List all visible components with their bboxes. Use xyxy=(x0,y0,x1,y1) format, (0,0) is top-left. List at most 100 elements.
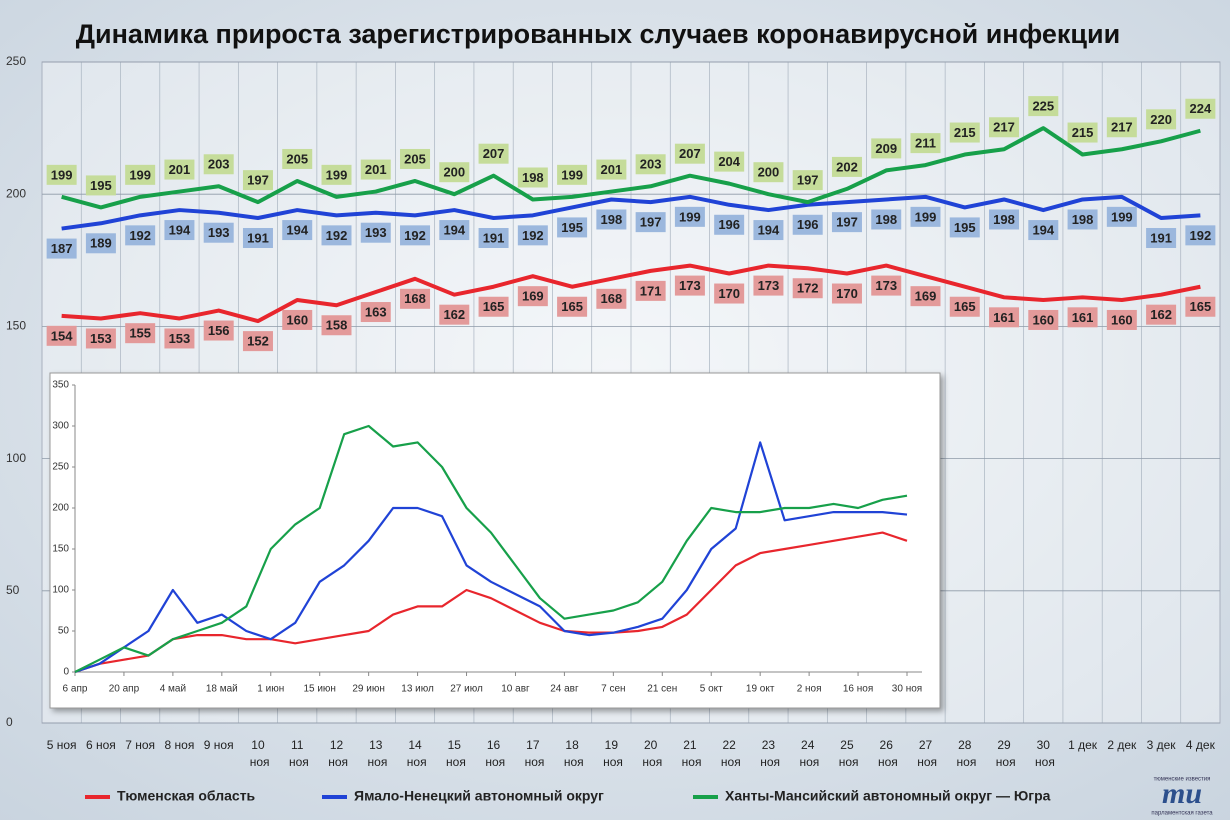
x-tick-label: 21 сен xyxy=(647,684,677,695)
x-tick-label: 2 ноя xyxy=(797,684,822,695)
data-label: 196 xyxy=(797,217,819,232)
data-label: 203 xyxy=(640,157,662,172)
data-label: 160 xyxy=(286,312,308,327)
data-label-box xyxy=(753,275,784,296)
legend-label: Ямало-Ненецкий автономный округ xyxy=(354,788,604,804)
data-label-box xyxy=(1185,296,1216,317)
data-label-box xyxy=(910,206,941,227)
data-label: 200 xyxy=(443,165,465,180)
x-tick-label: 16 ноя xyxy=(482,738,505,769)
data-label-box xyxy=(714,283,745,304)
x-tick-label: 30 ноя xyxy=(1032,738,1055,769)
series-line xyxy=(74,531,908,674)
data-label: 209 xyxy=(875,141,897,156)
data-label-box xyxy=(910,286,941,307)
x-tick-label: 10 ноя xyxy=(246,738,269,769)
data-label-box xyxy=(792,170,823,191)
data-label-box xyxy=(203,222,234,243)
data-label-box xyxy=(85,328,116,349)
data-label: 173 xyxy=(679,278,701,293)
data-label: 192 xyxy=(1190,228,1212,243)
data-label: 199 xyxy=(561,167,583,182)
data-label: 197 xyxy=(836,215,858,230)
data-label: 165 xyxy=(954,299,976,314)
x-tick-label: 19 ноя xyxy=(600,738,623,769)
data-label: 160 xyxy=(1032,312,1054,327)
data-label-box xyxy=(1028,220,1059,241)
data-label-box xyxy=(831,156,862,177)
data-label-box xyxy=(674,275,705,296)
data-label: 195 xyxy=(90,178,112,193)
chart-title: Динамика прироста зарегистрированных слу… xyxy=(76,19,1120,49)
logo-top: тюменские известия xyxy=(1154,777,1211,783)
data-label: 161 xyxy=(1072,310,1094,325)
data-label-box xyxy=(1067,307,1098,328)
legend-label: Тюменская область xyxy=(117,788,256,804)
data-label-box xyxy=(753,162,784,183)
x-tick-label: 29 июн xyxy=(352,684,385,695)
x-tick-label: 10 авг xyxy=(501,684,530,695)
data-label: 171 xyxy=(640,283,662,298)
data-label-box xyxy=(1106,206,1137,227)
data-label-box xyxy=(282,148,313,169)
x-tick-label: 29 ноя xyxy=(992,738,1015,769)
data-label-box xyxy=(439,162,470,183)
data-label-box xyxy=(1146,304,1177,325)
data-label: 163 xyxy=(365,304,387,319)
legend: Тюменская область Ямало-Ненецкий автономн… xyxy=(85,788,1051,804)
data-label-box xyxy=(871,138,902,159)
data-label-box xyxy=(792,214,823,235)
data-label: 165 xyxy=(561,299,583,314)
data-label: 191 xyxy=(247,230,269,245)
data-label: 162 xyxy=(1150,307,1172,322)
x-tick-label: 3 дек xyxy=(1147,738,1177,752)
data-label: 165 xyxy=(483,299,505,314)
data-label-box xyxy=(478,296,509,317)
data-label: 192 xyxy=(326,228,348,243)
data-label-box xyxy=(517,225,548,246)
data-label: 220 xyxy=(1150,112,1172,127)
data-label-box xyxy=(517,167,548,188)
inset-frame xyxy=(49,372,941,709)
x-tick-label: 20 апр xyxy=(109,684,140,695)
data-label-box xyxy=(321,315,352,336)
x-tick-label: 18 май xyxy=(206,684,238,695)
data-label-box xyxy=(1067,122,1098,143)
data-label-box xyxy=(517,286,548,307)
data-label-box xyxy=(478,227,509,248)
y-tick-label: 150 xyxy=(6,319,26,333)
data-label-box xyxy=(871,275,902,296)
data-label-box xyxy=(46,164,77,185)
data-label-box xyxy=(164,328,195,349)
data-label-box xyxy=(360,159,391,180)
series-line xyxy=(61,194,1201,231)
data-label: 201 xyxy=(601,162,623,177)
data-label-box xyxy=(792,278,823,299)
inset-plot: 0 50 100 150 200 250 300 350 6 апр 20 апр 4 май 18 … xyxy=(49,372,941,709)
series-line xyxy=(74,441,908,674)
y-tick-label: 50 xyxy=(6,583,20,597)
x-tick-label: 17 ноя xyxy=(521,738,544,769)
data-label-box xyxy=(949,217,980,238)
data-label-box xyxy=(989,307,1020,328)
data-label: 203 xyxy=(208,157,230,172)
x-tick-label: 21 ноя xyxy=(678,738,701,769)
data-label-box xyxy=(831,212,862,233)
data-label: 162 xyxy=(443,307,465,322)
x-tick-label: 27 июл xyxy=(450,684,483,695)
data-label: 160 xyxy=(1111,312,1133,327)
data-label-box xyxy=(910,133,941,154)
data-label-box xyxy=(164,220,195,241)
data-label-box xyxy=(1067,209,1098,230)
x-tick-label: 22 ноя xyxy=(718,738,741,769)
data-label: 201 xyxy=(169,162,191,177)
data-label-box xyxy=(989,209,1020,230)
x-tick-label: 8 ноя xyxy=(165,738,195,752)
logo-mark: ти xyxy=(1162,777,1202,810)
data-label: 194 xyxy=(169,223,191,238)
data-label: 195 xyxy=(561,220,583,235)
data-label: 217 xyxy=(1111,120,1133,135)
data-label: 170 xyxy=(718,286,740,301)
data-label: 187 xyxy=(51,241,73,256)
data-label-box xyxy=(714,151,745,172)
